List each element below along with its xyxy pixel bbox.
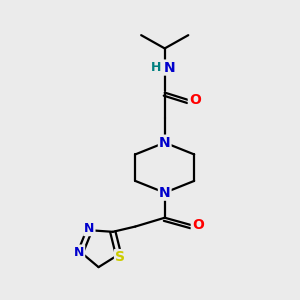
Text: N: N [84,222,94,235]
Text: S: S [115,250,125,264]
Text: N: N [163,61,175,75]
Text: N: N [159,186,170,200]
Text: N: N [159,136,170,150]
Text: H: H [151,61,162,74]
Text: O: O [192,218,204,232]
Text: O: O [189,93,201,107]
Text: N: N [74,245,84,259]
